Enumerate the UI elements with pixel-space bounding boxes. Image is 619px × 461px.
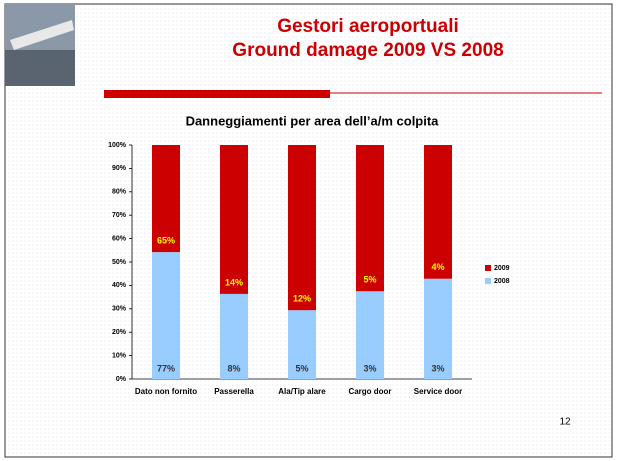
chart-title: Danneggiamenti per area dell’a/m colpita	[186, 113, 440, 128]
photo-plane	[10, 20, 74, 50]
legend-swatch	[485, 278, 491, 284]
data-label: 3%	[431, 363, 444, 373]
bar-segment	[356, 145, 384, 292]
photo-ground	[5, 50, 75, 86]
y-tick-label: 10%	[112, 352, 127, 359]
y-tick-label: 0%	[116, 376, 127, 383]
y-tick-label: 40%	[112, 282, 127, 289]
data-label: 3%	[363, 363, 376, 373]
y-tick-label: 80%	[112, 189, 127, 196]
bar-segment	[220, 145, 248, 294]
bar-segment	[152, 252, 180, 379]
bar-segment	[220, 293, 248, 379]
bar-segment	[356, 291, 384, 379]
data-label: 8%	[227, 363, 240, 373]
y-tick-label: 20%	[112, 329, 127, 336]
x-tick-label: Passerella	[214, 387, 254, 396]
x-tick-label: Dato non fornito	[134, 387, 198, 396]
slide-subtitle: Ground damage 2009 VS 2008	[232, 40, 503, 61]
bar-segment	[424, 145, 452, 279]
legend-label: 2008	[494, 278, 510, 285]
data-label: 4%	[431, 262, 444, 272]
slide-title: Gestori aeroportuali	[277, 16, 459, 37]
bar-segment	[288, 145, 316, 311]
page-number: 12	[559, 417, 571, 428]
x-tick-label: Ala/Tip alare	[278, 387, 326, 396]
data-label: 65%	[157, 235, 175, 245]
bar-segment	[424, 278, 452, 379]
legend-swatch	[485, 265, 491, 271]
data-label: 14%	[225, 277, 243, 287]
data-label: 12%	[293, 294, 311, 304]
x-tick-label: Cargo door	[348, 387, 392, 396]
data-label: 5%	[295, 363, 308, 373]
y-tick-label: 70%	[112, 212, 127, 219]
x-tick-label: Service door	[413, 387, 463, 396]
bar-segment	[152, 145, 180, 253]
bar-segment	[288, 310, 316, 379]
data-label: 77%	[157, 363, 175, 373]
y-tick-label: 30%	[112, 306, 127, 313]
y-tick-label: 50%	[112, 259, 127, 266]
y-tick-label: 90%	[112, 165, 127, 172]
title-bar	[104, 90, 330, 98]
y-tick-label: 100%	[108, 142, 127, 149]
data-label: 5%	[363, 275, 376, 285]
legend-label: 2009	[494, 265, 510, 272]
y-tick-label: 60%	[112, 235, 127, 242]
